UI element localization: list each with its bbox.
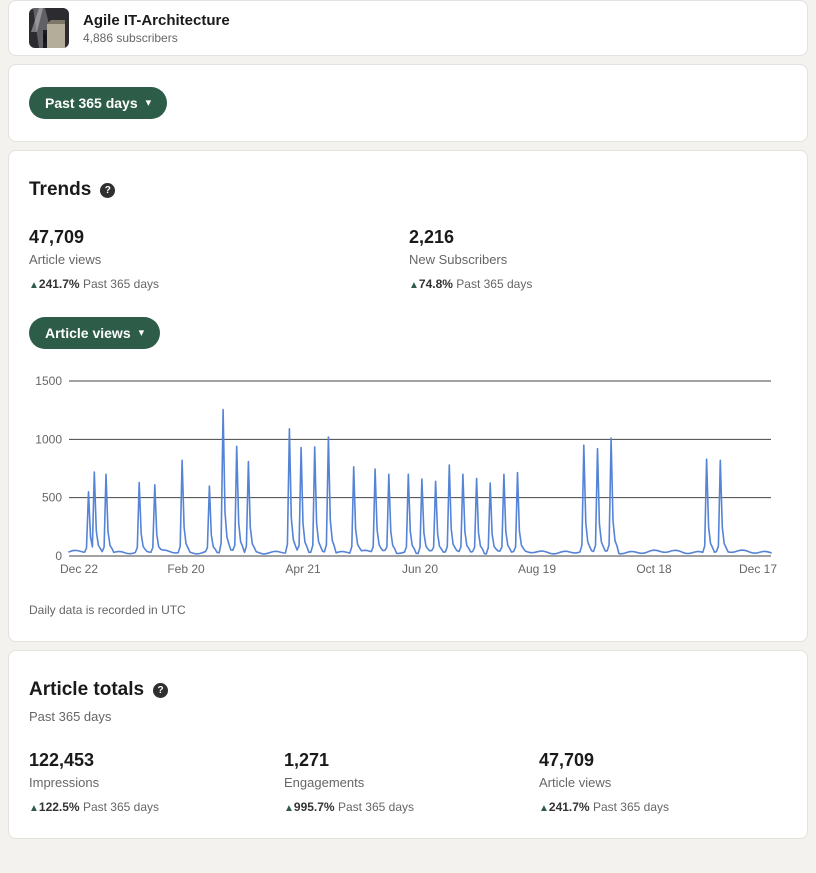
svg-text:Oct 18: Oct 18 xyxy=(636,562,672,576)
stat-value: 1,271 xyxy=(284,750,330,770)
trends-card: Trends ? 47,709 Article views ▲241.7% Pa… xyxy=(8,150,808,642)
newsletter-header-card: Agile IT-Architecture 4,886 subscribers xyxy=(8,0,808,56)
date-range-card: Past 365 days ▾ xyxy=(8,64,808,142)
stat-value: 2,216 xyxy=(409,227,455,247)
stat-new-subscribers: 2,216 New Subscribers ▲74.8% Past 365 da… xyxy=(409,227,787,291)
delta-period: Past 365 days xyxy=(456,277,533,291)
stat-label: New Subscribers xyxy=(409,252,508,267)
stat-label: Article views xyxy=(539,775,612,790)
date-range-dropdown[interactable]: Past 365 days ▾ xyxy=(29,87,168,119)
delta-period: Past 365 days xyxy=(82,800,160,814)
delta-period: Past 365 days xyxy=(82,277,160,291)
stat-delta: ▲995.7% Past 365 days xyxy=(284,800,539,814)
trend-up-icon: ▲ xyxy=(409,280,419,291)
stat-value: 47,709 xyxy=(29,227,85,247)
delta-period: Past 365 days xyxy=(337,800,415,814)
metric-selector-label: Article views xyxy=(45,325,131,341)
help-icon[interactable]: ? xyxy=(100,182,116,198)
stat-label: Engagements xyxy=(284,775,365,790)
trends-title: Trends xyxy=(29,179,92,200)
svg-text:Jun 20: Jun 20 xyxy=(402,562,438,576)
stat-article-views-total: 47,709 Article views ▲241.7% Past 365 da… xyxy=(539,750,787,814)
stat-article-views: 47,709 Article views ▲241.7% Past 365 da… xyxy=(29,227,409,291)
chevron-down-icon: ▾ xyxy=(145,96,152,109)
svg-text:0: 0 xyxy=(55,549,62,563)
delta-percent: 241.7% xyxy=(548,800,590,814)
subscriber-count: 4,886 subscribers xyxy=(83,31,178,46)
chevron-down-icon: ▾ xyxy=(138,326,145,339)
date-range-label: Past 365 days xyxy=(45,95,138,111)
newsletter-title: Agile IT-Architecture xyxy=(83,11,230,29)
svg-text:Feb 20: Feb 20 xyxy=(167,562,205,576)
trend-up-icon: ▲ xyxy=(539,803,549,814)
delta-period: Past 365 days xyxy=(592,800,670,814)
stat-engagements: 1,271 Engagements ▲995.7% Past 365 days xyxy=(284,750,539,814)
help-icon[interactable]: ? xyxy=(153,682,169,698)
delta-percent: 74.8% xyxy=(418,277,453,291)
stat-label: Impressions xyxy=(29,775,100,790)
stat-impressions: 122,453 Impressions ▲122.5% Past 365 day… xyxy=(29,750,284,814)
stat-delta: ▲241.7% Past 365 days xyxy=(539,800,787,814)
delta-percent: 241.7% xyxy=(38,277,80,291)
svg-text:Dec 17: Dec 17 xyxy=(739,562,777,576)
stat-delta: ▲241.7% Past 365 days xyxy=(29,277,409,291)
utc-footnote: Daily data is recorded in UTC xyxy=(29,603,186,617)
svg-text:Apr 21: Apr 21 xyxy=(285,562,321,576)
svg-text:1000: 1000 xyxy=(35,432,62,446)
delta-percent: 995.7% xyxy=(293,800,335,814)
stat-label: Article views xyxy=(29,252,102,267)
trend-up-icon: ▲ xyxy=(29,803,39,814)
article-totals-card: Article totals ? Past 365 days 122,453 I… xyxy=(8,650,808,839)
article-views-chart[interactable]: 0 500 1000 1500 Dec 22 Feb 20 Apr 21 Jun 20 Aug … xyxy=(29,371,789,577)
svg-text:Aug 19: Aug 19 xyxy=(518,562,556,576)
stat-delta: ▲74.8% Past 365 days xyxy=(409,277,787,291)
newsletter-cover-image xyxy=(29,8,69,48)
svg-text:500: 500 xyxy=(42,491,62,505)
trend-up-icon: ▲ xyxy=(284,803,294,814)
newsletter-avatar[interactable] xyxy=(29,8,69,48)
article-totals-title: Article totals xyxy=(29,679,145,700)
metric-selector-dropdown[interactable]: Article views ▾ xyxy=(29,317,161,349)
svg-text:Dec 22: Dec 22 xyxy=(60,562,98,576)
stat-value: 122,453 xyxy=(29,750,95,770)
stat-value: 47,709 xyxy=(539,750,595,770)
svg-text:1500: 1500 xyxy=(35,374,62,388)
stat-delta: ▲122.5% Past 365 days xyxy=(29,800,284,814)
delta-percent: 122.5% xyxy=(38,800,80,814)
trend-up-icon: ▲ xyxy=(29,280,39,291)
article-totals-period: Past 365 days xyxy=(29,709,112,724)
